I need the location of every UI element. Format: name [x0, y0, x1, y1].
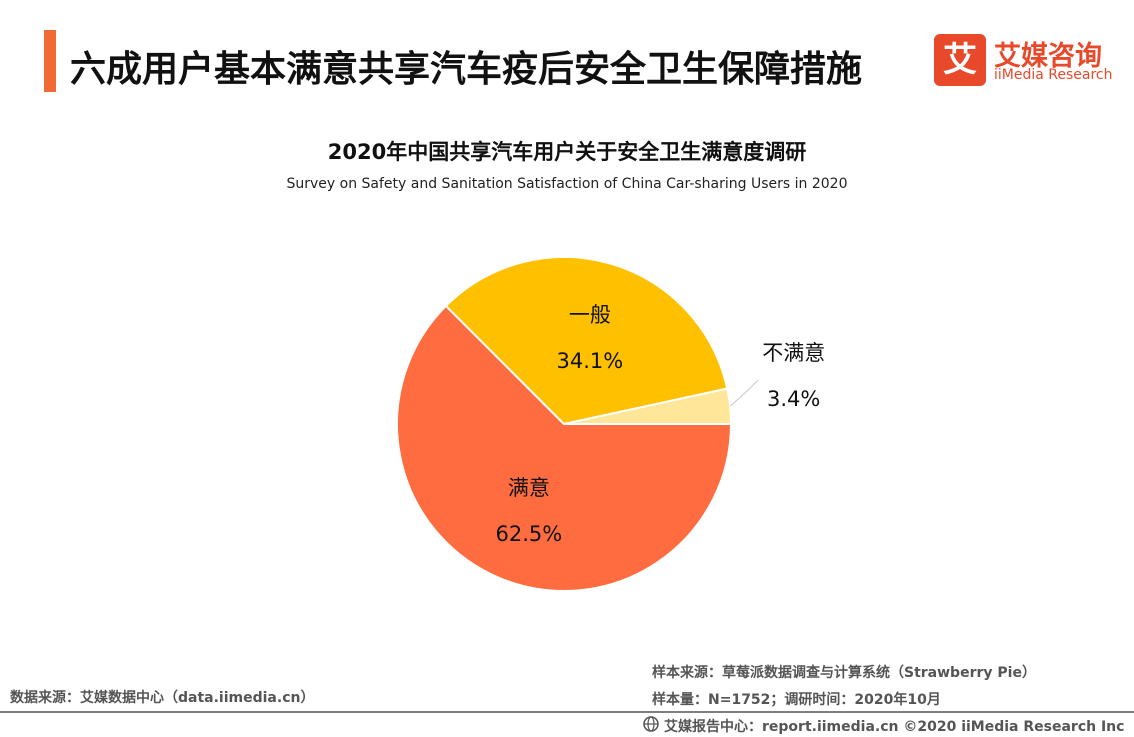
title-accent-bar [44, 30, 56, 92]
chart-subtitle: Survey on Safety and Sanitation Satisfac… [286, 176, 848, 192]
data-source-note: 数据来源：艾媒数据中心（data.iimedia.cn） [10, 690, 315, 706]
slice-value-satisfied: 62.5% [495, 522, 562, 546]
logo-name-en: iiMedia Research [994, 67, 1113, 83]
page-title: 六成用户基本满意共享汽车疫后安全卫生保障措施 [70, 49, 863, 90]
logo-name-cn: 艾媒咨询 [994, 41, 1102, 72]
pie-slice-neutral [444, 256, 729, 426]
leader-line-dissatisfied [729, 379, 759, 407]
iimedia-logo: 艾 艾媒咨询 iiMedia Research [934, 34, 1124, 88]
slice-label-neutral: 一般 [569, 303, 611, 327]
globe-icon [643, 716, 659, 732]
logo-mark: 艾 [934, 34, 986, 86]
slice-value-dissatisfied: 3.4% [767, 387, 820, 411]
chart-title: 2020年中国共享汽车用户关于安全卫生满意度调研 [327, 140, 807, 164]
slice-label-satisfied: 满意 [508, 476, 550, 500]
pie-slice-satisfied [396, 304, 733, 592]
sample-size-note: 样本量：N=1752；调研时间：2020年10月 [652, 692, 941, 708]
slice-label-dissatisfied: 不满意 [762, 341, 825, 365]
footer-divider [0, 711, 1134, 713]
sample-source-note: 样本来源：草莓派数据调查与计算系统（Strawberry Pie） [652, 665, 1036, 681]
slice-value-neutral: 34.1% [557, 349, 624, 373]
logo-mark-char: 艾 [943, 40, 977, 80]
report-center-note: 艾媒报告中心：report.iimedia.cn ©2020 iiMedia R… [664, 719, 1125, 735]
